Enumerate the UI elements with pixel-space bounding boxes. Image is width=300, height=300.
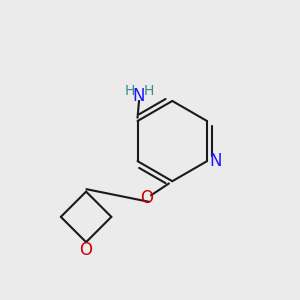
Text: O: O [140, 189, 154, 207]
Text: H: H [143, 84, 154, 98]
Text: N: N [209, 152, 222, 170]
Text: O: O [80, 242, 93, 260]
Text: N: N [133, 87, 145, 105]
Text: H: H [124, 84, 135, 98]
